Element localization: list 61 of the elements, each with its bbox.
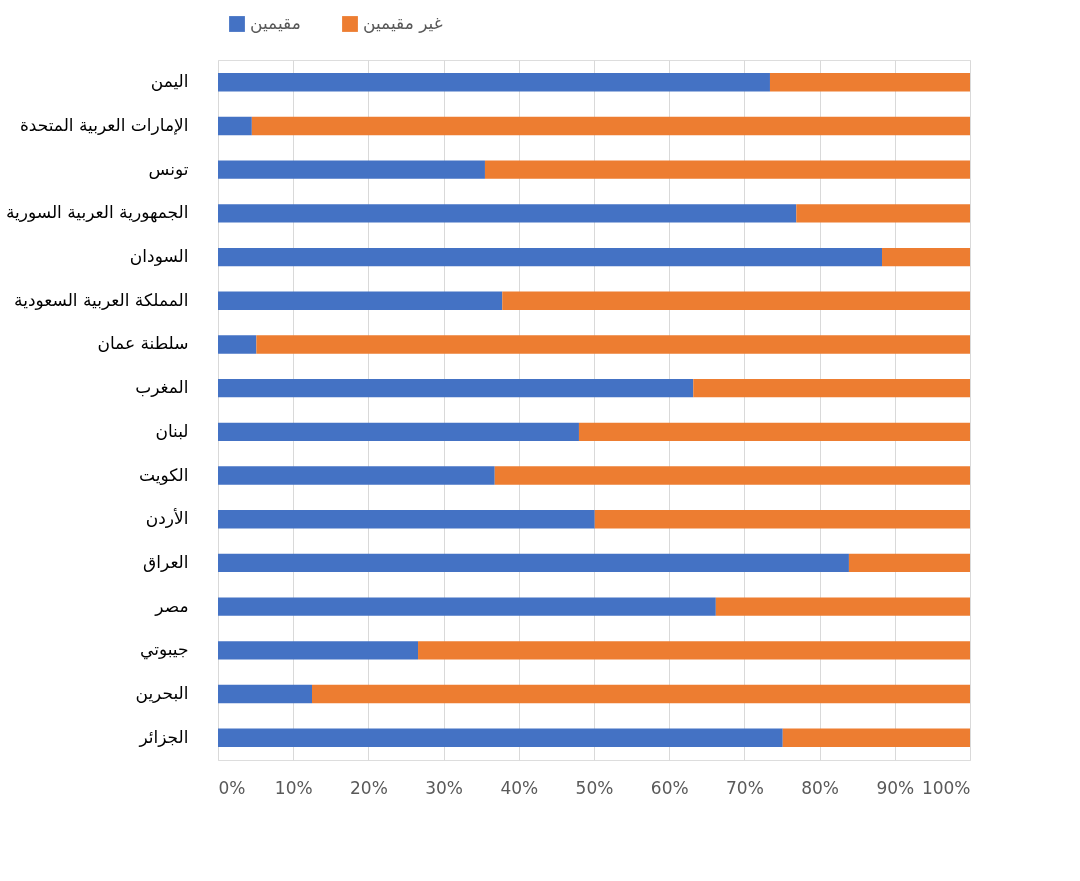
legend-label: غير مقيمين	[363, 13, 443, 33]
bar	[218, 641, 419, 660]
bar	[218, 247, 883, 267]
y-tick-label: الجزائر	[138, 726, 189, 747]
bar	[218, 422, 579, 442]
bar	[218, 510, 595, 529]
y-tick-label: الكويت	[139, 464, 189, 485]
y-tick-label: مصر	[154, 595, 189, 616]
y-tick-label: الجمهورية العربية السورية	[5, 202, 189, 224]
x-tick-label: 50%	[575, 777, 614, 798]
bar	[218, 73, 770, 92]
bar	[312, 684, 970, 704]
bar	[256, 335, 970, 354]
bar	[484, 160, 970, 179]
y-tick-label: الإمارات العربية المتحدة	[19, 114, 189, 135]
y-tick-label: العراق	[143, 551, 189, 572]
bar	[882, 247, 970, 267]
x-tick-label: 0%	[218, 777, 246, 798]
x-tick-label: 60%	[650, 777, 689, 798]
bar	[218, 378, 694, 398]
bar	[418, 641, 970, 660]
bar	[848, 553, 970, 573]
y-tick-label: سلطنة عمان	[97, 333, 189, 354]
y-tick-label: تونس	[148, 158, 189, 179]
y-tick-label: الأردن	[145, 508, 189, 529]
bar	[782, 728, 970, 747]
y-tick-label: جيبوتي	[140, 639, 189, 661]
bar	[251, 116, 970, 136]
x-tick-label: 20%	[350, 777, 388, 798]
bar	[218, 466, 495, 485]
bar	[494, 466, 970, 485]
x-tick-label: 80%	[801, 777, 839, 798]
bar	[578, 422, 970, 442]
bar	[218, 728, 783, 747]
bar	[218, 553, 849, 573]
bar	[218, 204, 797, 223]
x-tick-label: 30%	[425, 777, 463, 798]
y-tick-label: البحرين	[135, 683, 189, 704]
y-tick-label: لبنان	[155, 420, 189, 441]
bar	[218, 116, 252, 136]
y-tick-label: اليمن	[150, 71, 189, 92]
y-tick-label: السودان	[129, 246, 189, 267]
bar	[769, 73, 970, 92]
bar	[218, 335, 257, 354]
bar	[218, 160, 485, 179]
bar	[715, 597, 970, 616]
bar	[502, 291, 970, 310]
legend-label: مقيمين	[250, 13, 301, 33]
bar	[218, 684, 312, 704]
bar	[594, 510, 970, 529]
x-tick-label: 10%	[274, 777, 313, 798]
y-tick-label: المملكة العربية السعودية	[14, 289, 189, 310]
x-tick-label: 100%	[921, 777, 971, 798]
x-tick-label: 70%	[726, 777, 764, 798]
y-tick-label: المغرب	[135, 377, 189, 398]
x-tick-label: 90%	[876, 777, 915, 798]
bar	[218, 597, 716, 616]
bar	[796, 204, 970, 223]
bar	[693, 378, 970, 398]
x-tick-label: 40%	[500, 777, 539, 798]
bar	[218, 291, 503, 310]
